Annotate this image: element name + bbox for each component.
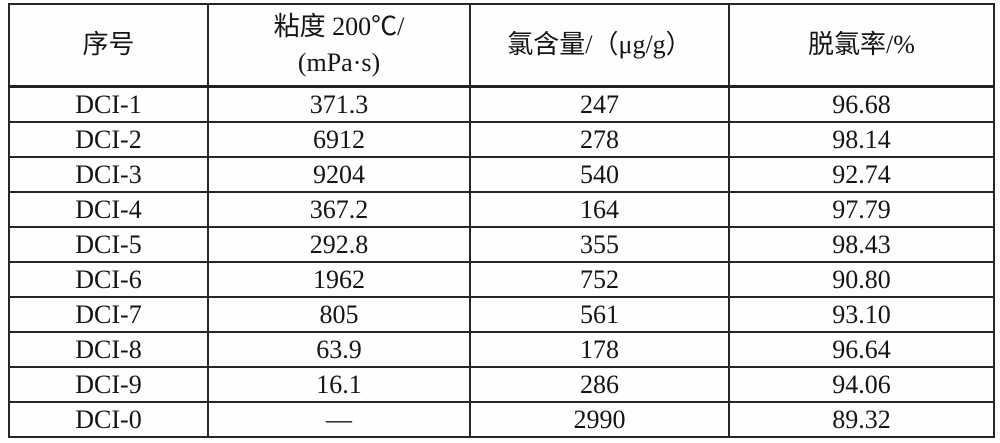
cell-rate: 90.80 [728,261,995,298]
column-header-sample: 序号 [8,3,209,88]
cell-sample: DCI-0 [8,401,209,438]
cell-sample: DCI-5 [8,226,209,263]
cell-rate: 98.43 [728,226,995,263]
cell-chlorine: 540 [469,156,730,193]
table-row: DCI-4 367.2 164 97.79 [8,191,995,228]
column-header-viscosity-label-line1: 粘度 200℃/ [273,12,405,41]
table-row: DCI-9 16.1 286 94.06 [8,366,995,403]
cell-viscosity: 371.3 [207,85,471,123]
cell-sample: DCI-9 [8,366,209,403]
column-header-sample-label: 序号 [82,30,135,59]
cell-viscosity: 16.1 [207,366,471,403]
cell-sample: DCI-2 [8,121,209,158]
table-header-row: 序号 粘度 200℃/ (mPa·s) 氯含量/（μg/g） 脱氯率/% [8,3,995,88]
table-row: DCI-7 805 561 93.10 [8,296,995,333]
cell-rate: 89.32 [728,401,995,438]
cell-chlorine: 278 [469,121,730,158]
table-row: DCI-2 6912 278 98.14 [8,121,995,158]
cell-viscosity: 6912 [207,121,471,158]
cell-sample: DCI-1 [8,85,209,123]
table-row: DCI-8 63.9 178 96.64 [8,331,995,368]
cell-viscosity: — [207,401,471,438]
cell-rate: 96.68 [728,85,995,123]
cell-viscosity: 292.8 [207,226,471,263]
cell-chlorine: 247 [469,85,730,123]
cell-rate: 96.64 [728,331,995,368]
column-header-viscosity: 粘度 200℃/ (mPa·s) [207,3,471,88]
cell-rate: 92.74 [728,156,995,193]
cell-sample: DCI-7 [8,296,209,333]
cell-rate: 97.79 [728,191,995,228]
cell-viscosity: 367.2 [207,191,471,228]
cell-chlorine: 178 [469,331,730,368]
cell-viscosity: 805 [207,296,471,333]
cell-chlorine: 286 [469,366,730,403]
cell-viscosity: 1962 [207,261,471,298]
cell-rate: 94.06 [728,366,995,403]
column-header-viscosity-label-line2: (mPa·s) [297,48,381,77]
cell-viscosity: 63.9 [207,331,471,368]
column-header-chlorine: 氯含量/（μg/g） [469,3,730,88]
cell-rate: 98.14 [728,121,995,158]
column-header-chlorine-label: 氯含量/（μg/g） [507,30,692,59]
cell-chlorine: 752 [469,261,730,298]
dechlorination-results-table: 序号 粘度 200℃/ (mPa·s) 氯含量/（μg/g） 脱氯率/% DCI… [8,3,995,438]
table-row: DCI-1 371.3 247 96.68 [8,85,995,123]
column-header-rate: 脱氯率/% [728,3,995,88]
cell-chlorine: 355 [469,226,730,263]
column-header-rate-label: 脱氯率/% [808,30,915,59]
cell-sample: DCI-6 [8,261,209,298]
cell-sample: DCI-3 [8,156,209,193]
cell-chlorine: 561 [469,296,730,333]
cell-viscosity: 9204 [207,156,471,193]
cell-chlorine: 164 [469,191,730,228]
cell-rate: 93.10 [728,296,995,333]
cell-sample: DCI-4 [8,191,209,228]
cell-sample: DCI-8 [8,331,209,368]
table-row: DCI-5 292.8 355 98.43 [8,226,995,263]
table-row: DCI-0 — 2990 89.32 [8,401,995,438]
cell-chlorine: 2990 [469,401,730,438]
table-row: DCI-3 9204 540 92.74 [8,156,995,193]
table-row: DCI-6 1962 752 90.80 [8,261,995,298]
